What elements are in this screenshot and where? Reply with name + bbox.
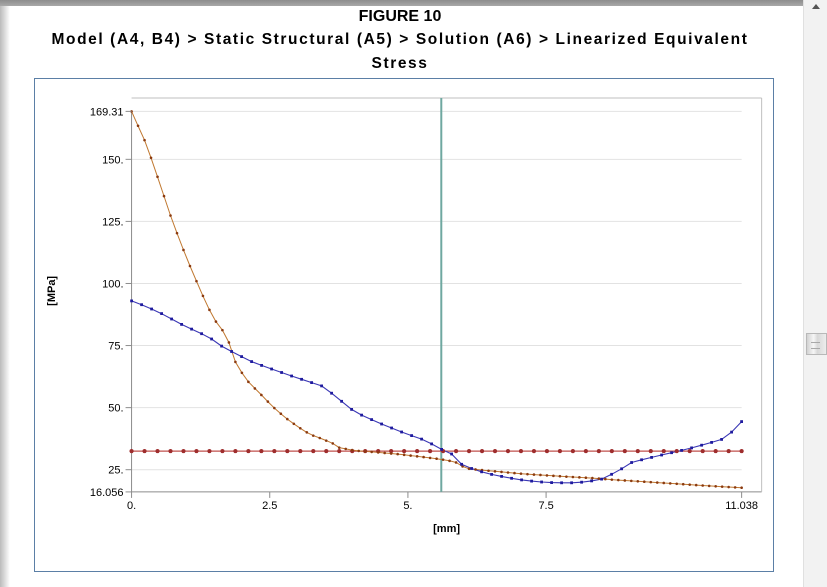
svg-text:16.056: 16.056	[90, 487, 124, 499]
svg-text:150.: 150.	[102, 154, 123, 166]
svg-text:[mm]: [mm]	[433, 523, 460, 535]
svg-text:7.5: 7.5	[538, 500, 553, 512]
svg-text:75.: 75.	[108, 341, 123, 353]
svg-text:2.5: 2.5	[262, 500, 277, 512]
svg-text:[MPa]: [MPa]	[46, 276, 58, 306]
svg-text:169.31: 169.31	[90, 106, 124, 118]
svg-text:50.: 50.	[108, 403, 123, 415]
svg-text:125.: 125.	[102, 216, 123, 228]
svg-text:11.038: 11.038	[725, 500, 758, 512]
svg-text:25.: 25.	[108, 465, 123, 477]
svg-text:5.: 5.	[403, 500, 412, 512]
svg-text:100.: 100.	[102, 278, 123, 290]
svg-text:0.: 0.	[127, 500, 136, 512]
